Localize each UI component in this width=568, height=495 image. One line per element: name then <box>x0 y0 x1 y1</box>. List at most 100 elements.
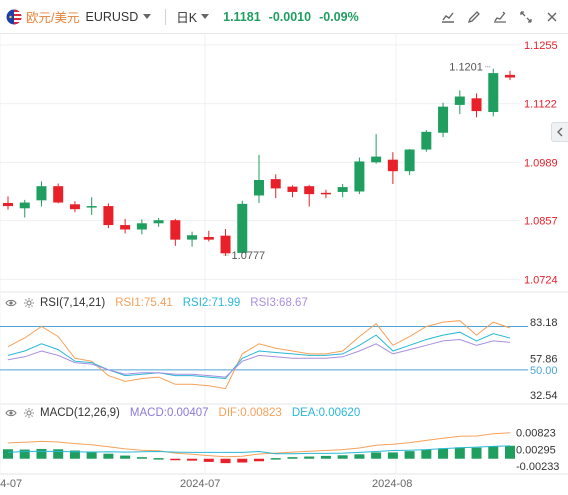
macd-tick-label: 0.00823 <box>516 428 556 440</box>
indicator-icon[interactable] <box>438 7 458 27</box>
x-tick-label: 2024-08 <box>372 478 412 490</box>
candle <box>371 134 382 164</box>
candle <box>136 219 147 235</box>
dif-value: DIF:0.00823 <box>218 407 282 419</box>
macd-histogram-bar <box>371 452 382 459</box>
macd-histogram-bar <box>438 448 449 459</box>
chevron-left-icon <box>557 127 563 137</box>
price-tick-label: 1.1255 <box>524 40 558 52</box>
candlestick-chart[interactable]: 1.1201 1.0777 1.1255 1.1122 1.0989 1.0857 1.0… <box>0 34 568 495</box>
macd-histogram-bar <box>153 458 164 460</box>
gear-icon[interactable] <box>22 406 36 420</box>
macd-histogram-bar <box>337 455 348 459</box>
candle-body <box>454 96 465 105</box>
candle-body <box>170 220 181 240</box>
candle <box>337 183 348 198</box>
candle <box>203 230 214 242</box>
candle <box>254 154 264 203</box>
candle-body <box>387 159 398 172</box>
side-panel-toggle[interactable] <box>551 122 568 142</box>
candle-body <box>237 203 248 253</box>
candle <box>103 203 114 229</box>
macd-tick-label: -0.00233 <box>516 461 559 473</box>
rsi3-line <box>7 338 511 378</box>
candle-body <box>421 131 432 150</box>
candle <box>304 184 315 207</box>
period-selector[interactable]: 日K <box>176 7 210 26</box>
macd-histogram-bar <box>287 457 298 459</box>
macd-histogram-bar <box>69 450 80 459</box>
candle <box>170 218 181 246</box>
macd-header: MACD(12,26,9) MACD:0.00407 DIF:0.00823 D… <box>0 405 360 421</box>
rsi-label[interactable]: RSI(7,14,21) <box>40 297 106 309</box>
candle-body <box>3 202 13 207</box>
price-tick-label: 1.0989 <box>524 157 558 169</box>
toolbar-icons <box>438 7 562 27</box>
price-pane: 1.1201 1.0777 <box>3 62 515 262</box>
rsi-pane: 83.18 57.86 32.54 50.00 <box>0 317 558 402</box>
eye-icon[interactable] <box>4 296 18 310</box>
candle <box>237 200 248 254</box>
candle <box>488 68 499 117</box>
candle-body <box>337 187 348 192</box>
dea-value: DEA:0.00620 <box>291 407 361 419</box>
candle-body <box>86 206 97 208</box>
symbol-code[interactable]: EURUSD <box>85 9 139 24</box>
candle <box>86 197 97 215</box>
macd-histogram-bar <box>220 458 231 464</box>
candle-body <box>69 204 80 210</box>
eu-us-flag-icon <box>6 9 22 24</box>
candle <box>387 152 398 184</box>
candle-body <box>354 161 365 192</box>
candle <box>19 199 30 218</box>
macd-histogram-bar <box>304 456 315 459</box>
candle-body <box>505 74 515 78</box>
candle <box>36 181 47 207</box>
candle-body <box>270 179 281 189</box>
candle-body <box>153 220 164 224</box>
price-axis: 1.1255 1.1122 1.0989 1.0857 1.0724 <box>524 40 558 287</box>
candle <box>153 217 164 227</box>
rsi-tick-label: 32.54 <box>530 390 558 402</box>
macd-histogram-bar <box>53 449 64 459</box>
candle <box>454 90 465 115</box>
candle-body <box>304 186 315 195</box>
rsi1-value: RSI1:75.41 <box>115 297 173 309</box>
symbol-name-cn[interactable]: 欧元/美元 <box>26 11 80 25</box>
settings-icon[interactable] <box>490 7 510 27</box>
gear-icon[interactable] <box>22 296 36 310</box>
toolbar-divider <box>165 8 167 25</box>
rsi-tick-label: 83.18 <box>530 317 558 329</box>
macd-histogram-bar <box>237 458 248 463</box>
x-tick-label: 24-07 <box>0 478 22 490</box>
close-icon[interactable] <box>542 7 562 27</box>
macd-histogram-bar <box>203 458 214 462</box>
macd-histogram-bar <box>86 451 97 459</box>
draw-icon[interactable] <box>464 7 484 27</box>
dea-line <box>7 445 511 455</box>
candle <box>404 149 415 176</box>
rsi2-value: RSI2:71.99 <box>182 297 241 309</box>
rsi-ref-label: 50.00 <box>530 365 558 377</box>
macd-histogram-bar <box>354 454 365 459</box>
macd-histogram-bar <box>187 458 198 461</box>
candle-body <box>471 98 482 112</box>
eye-icon[interactable] <box>4 406 18 420</box>
candle-body <box>438 106 449 133</box>
macd-histogram-bar <box>421 449 432 459</box>
candle <box>320 189 331 199</box>
fullscreen-icon[interactable] <box>516 7 536 27</box>
chart-toolbar: 欧元/美元 EURUSD 日K 1.1181 -0.0010 -0.09% <box>0 0 568 34</box>
macd-pane: 0.00823 0.00295 -0.00233 <box>3 428 559 473</box>
macd-label[interactable]: MACD(12,26,9) <box>40 407 120 419</box>
rsi3-value: RSI3:68.67 <box>250 297 308 309</box>
chart-grid <box>0 34 568 475</box>
candle-body <box>136 223 147 230</box>
period-label: 日K <box>176 11 198 25</box>
symbol-dropdown-icon[interactable] <box>143 14 152 19</box>
high-annotation: 1.1201 <box>449 62 483 74</box>
candle <box>421 130 432 152</box>
macd-histogram-bar <box>454 447 465 459</box>
candle <box>471 93 482 118</box>
macd-tick-label: 0.00295 <box>516 444 556 456</box>
